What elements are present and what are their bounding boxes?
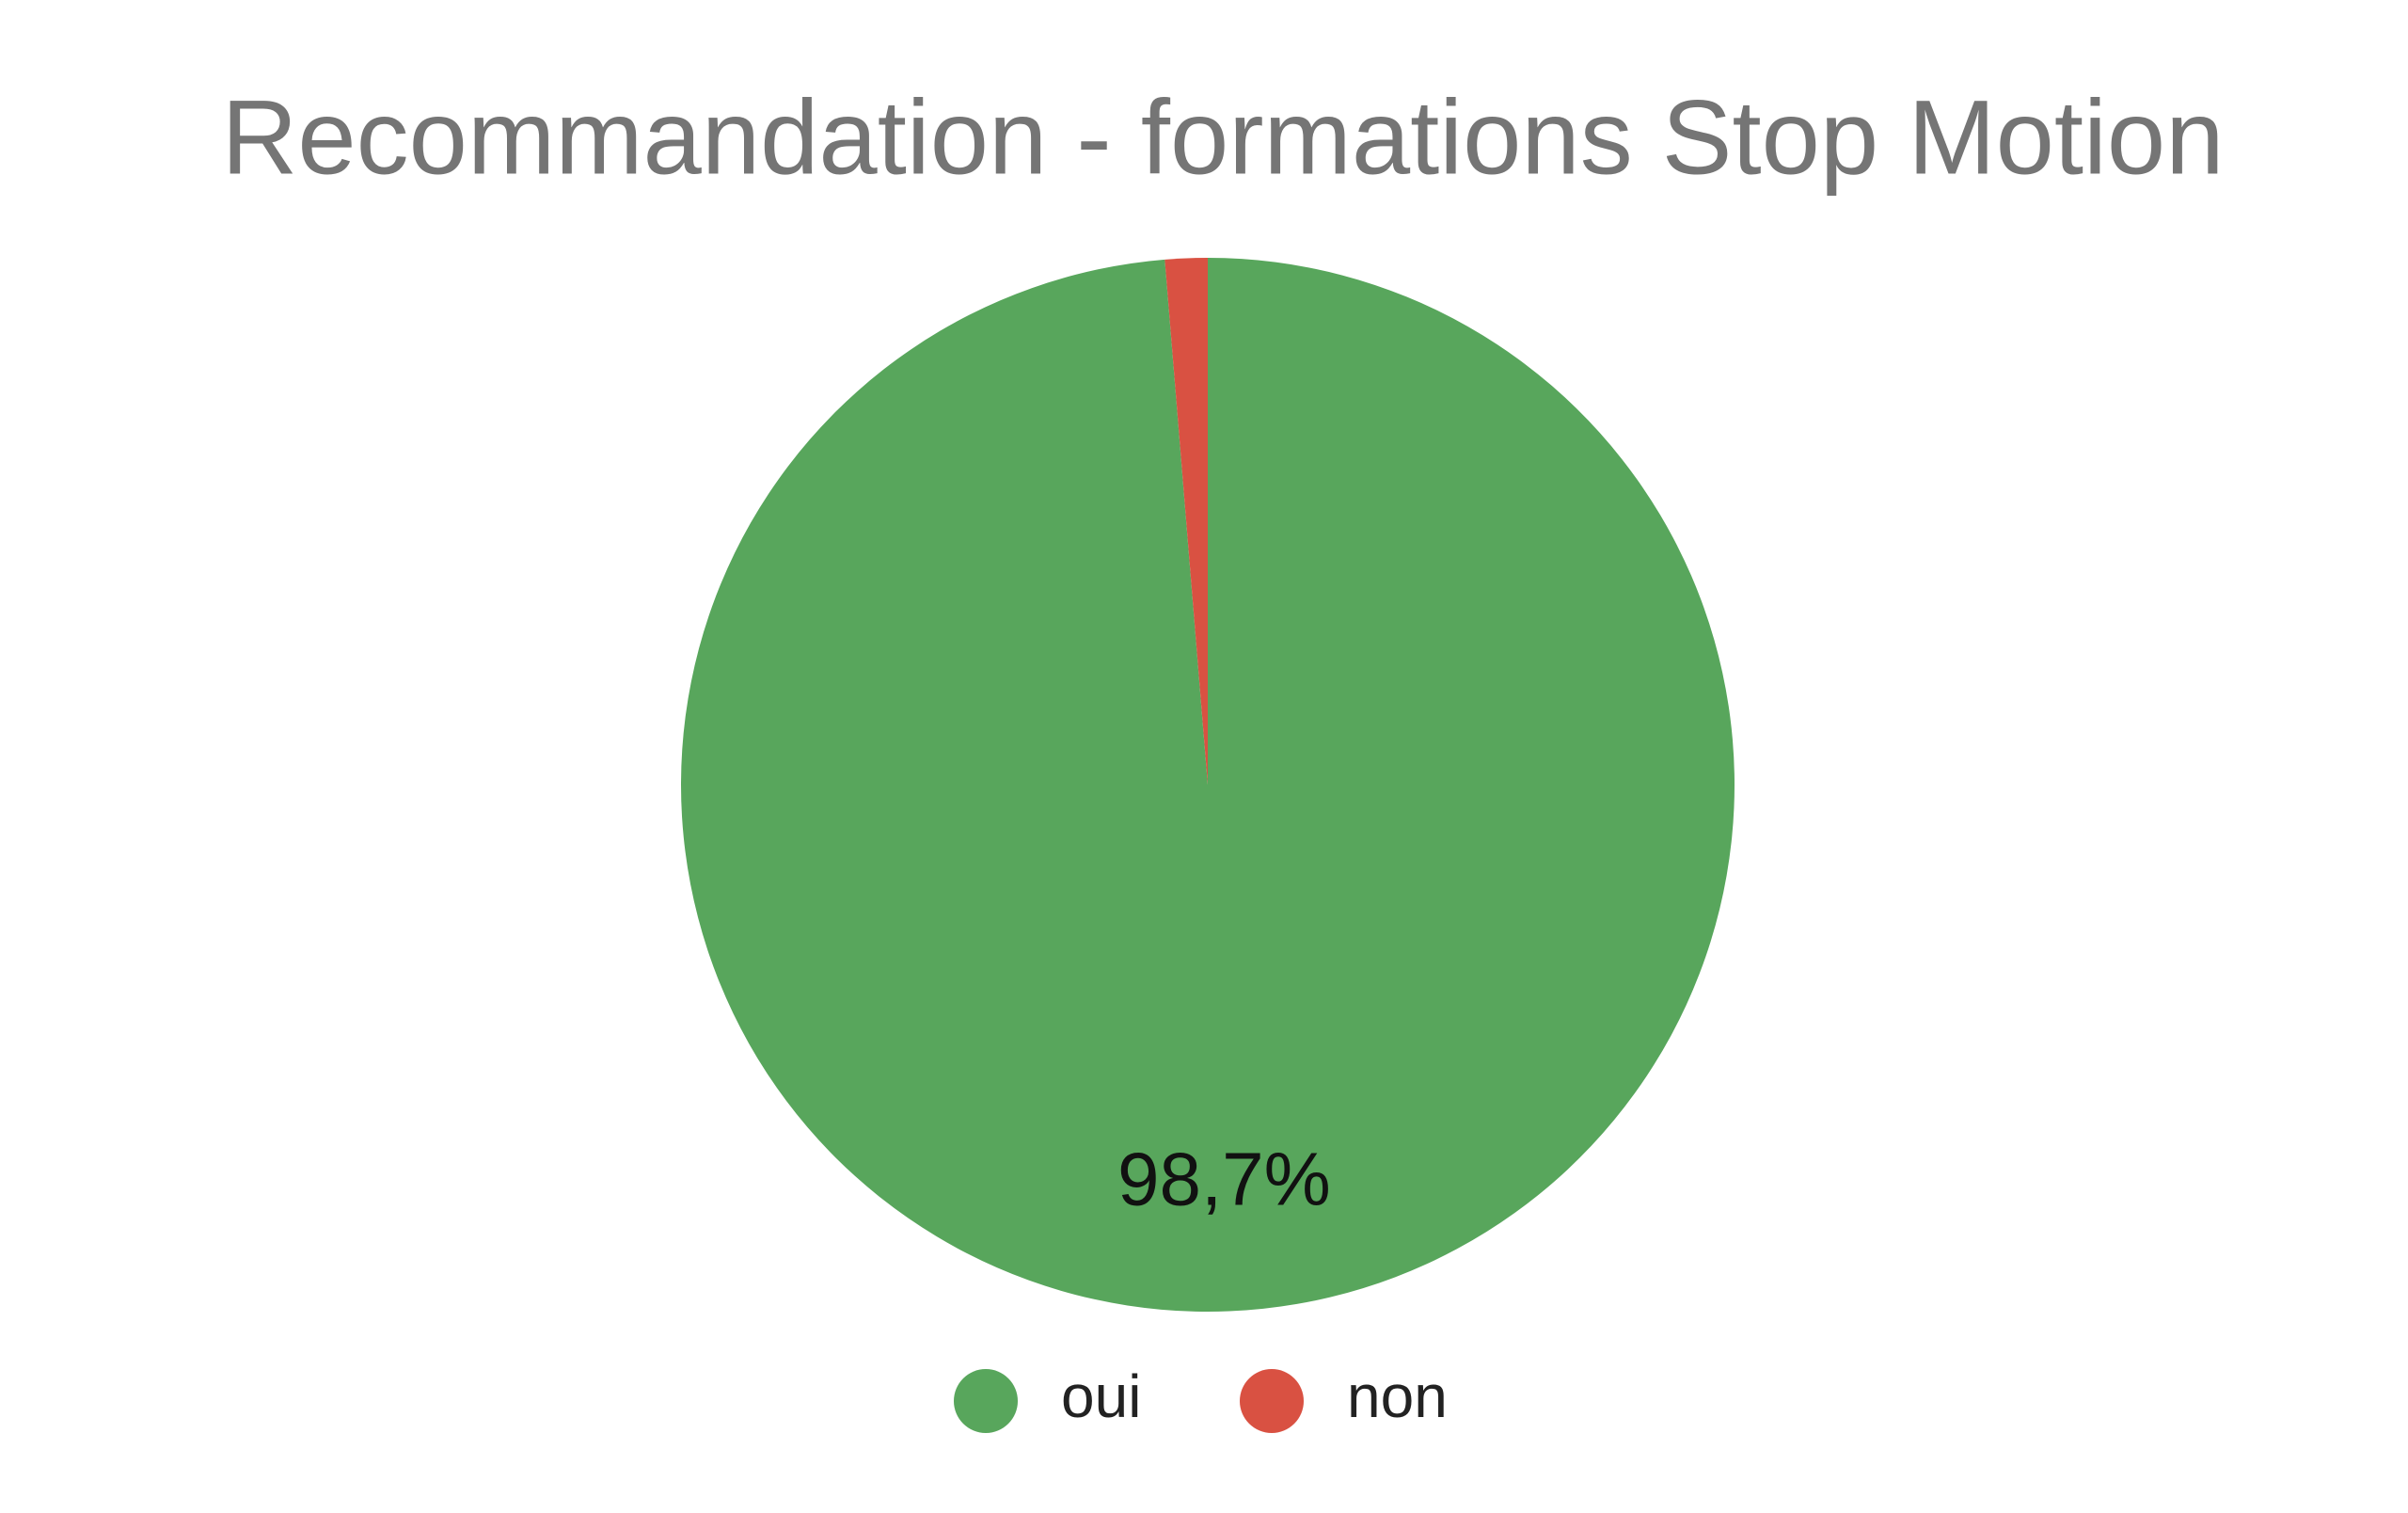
legend-label: oui xyxy=(1061,1362,1141,1430)
legend-label: non xyxy=(1347,1362,1448,1430)
chart-title: Recommandation - formations Stop Motion xyxy=(222,79,2225,197)
data-label: 98,7% xyxy=(1117,1137,1331,1220)
legend-swatch xyxy=(1240,1369,1304,1433)
pie-slice xyxy=(1164,258,1208,785)
legend-swatch xyxy=(954,1369,1018,1433)
pie-slice xyxy=(680,258,1735,1313)
